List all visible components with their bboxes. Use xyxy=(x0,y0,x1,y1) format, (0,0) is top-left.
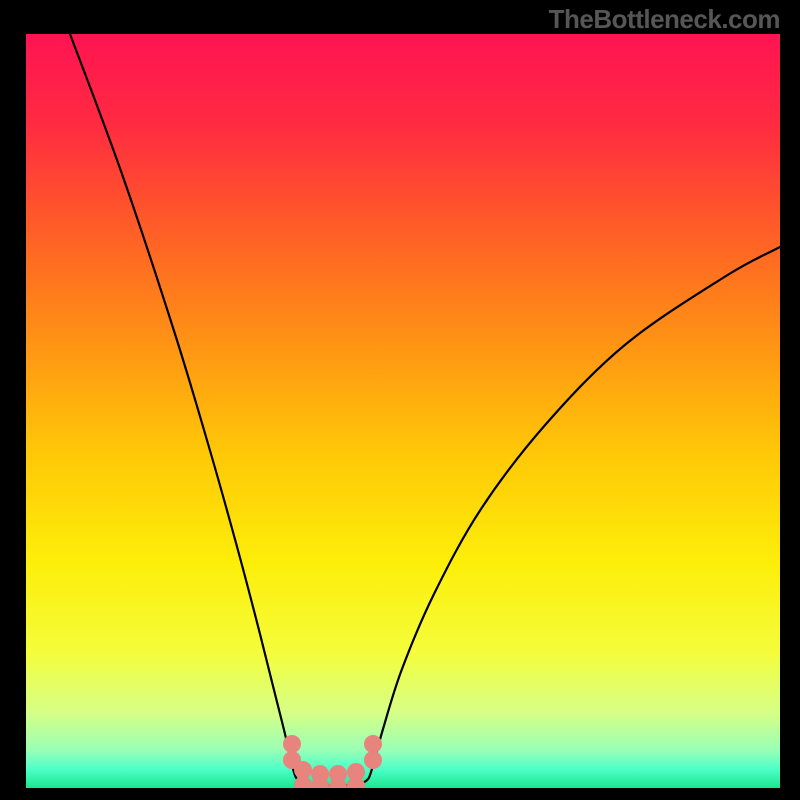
bottleneck-curve xyxy=(70,34,780,786)
data-dot-5-1 xyxy=(347,777,365,788)
curve-overlay xyxy=(26,34,780,788)
data-dot-1-1 xyxy=(364,751,382,769)
plot-area xyxy=(26,34,780,788)
watermark-text: TheBottleneck.com xyxy=(549,4,780,35)
data-dot-1-0 xyxy=(364,735,382,753)
data-dot-0-0 xyxy=(283,735,301,753)
